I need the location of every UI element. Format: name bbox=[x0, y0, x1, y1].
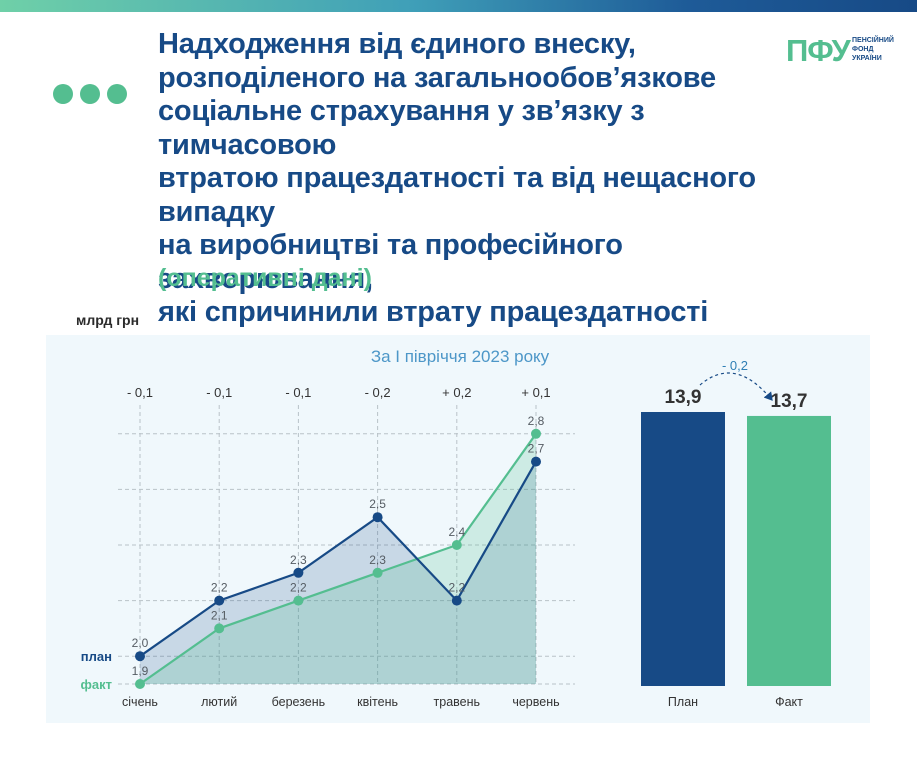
chart-panel bbox=[46, 335, 870, 723]
plan-value-label: 2,0 bbox=[132, 636, 149, 650]
fact-point bbox=[214, 623, 225, 634]
difference-arrow bbox=[699, 372, 773, 401]
plan-line bbox=[139, 461, 537, 658]
bar-category-label: Факт bbox=[775, 695, 803, 709]
bar-fact bbox=[747, 415, 831, 686]
legend-plan: план bbox=[81, 649, 112, 664]
difference-label: - 0,1 bbox=[127, 385, 153, 400]
x-tick-label: квітень bbox=[357, 695, 398, 709]
fact-point bbox=[451, 540, 462, 550]
dot-icon bbox=[80, 84, 100, 104]
fact-value-label: 1,9 bbox=[132, 664, 149, 678]
difference-label: + 0,2 bbox=[442, 385, 471, 400]
difference-label: - 0,2 bbox=[365, 385, 391, 400]
plan-value-label: 2,3 bbox=[290, 553, 307, 567]
bar-value-label: 13,7 bbox=[771, 391, 808, 412]
plan-point bbox=[135, 651, 145, 662]
x-tick-label: березень bbox=[272, 695, 326, 709]
legend-fact: факт bbox=[81, 677, 112, 692]
plan-area bbox=[140, 461, 536, 684]
plan-point bbox=[293, 567, 304, 578]
fact-value-label: 2,2 bbox=[290, 581, 307, 595]
fact-value-label: 2,1 bbox=[211, 608, 228, 622]
bar-plan bbox=[641, 412, 725, 686]
fact-point bbox=[293, 595, 304, 606]
x-tick-label: червень bbox=[512, 695, 559, 709]
x-tick-label: травень bbox=[434, 695, 481, 709]
difference-label: - 0,1 bbox=[285, 385, 311, 400]
pfu-logo: ПФУ ПЕНСІЙНИЙ ФОНД УКРАЇНИ bbox=[786, 33, 896, 73]
plan-value-label: 2,2 bbox=[448, 581, 465, 595]
bar-difference-label: - 0,2 bbox=[722, 358, 748, 373]
plan-point bbox=[372, 512, 383, 523]
line-chart-title: За I півріччя 2023 року bbox=[371, 347, 550, 366]
x-tick-label: лютий bbox=[201, 695, 237, 709]
page-title: Надходження від єдиного внеску, розподіл… bbox=[158, 28, 756, 328]
plan-value-label: 2,7 bbox=[528, 442, 545, 456]
plan-point bbox=[531, 456, 541, 467]
fact-line bbox=[139, 433, 537, 685]
dot-icon bbox=[107, 84, 127, 104]
logo-mark: ПФУ bbox=[786, 33, 851, 68]
fact-value-label: 2,3 bbox=[369, 553, 386, 567]
difference-label: + 0,1 bbox=[521, 385, 550, 400]
x-tick-label: січень bbox=[122, 695, 158, 709]
difference-label: - 0,1 bbox=[206, 385, 232, 400]
plan-value-label: 2,2 bbox=[211, 581, 228, 595]
fact-value-label: 2,4 bbox=[448, 525, 465, 539]
decorative-dots bbox=[53, 84, 127, 104]
fact-point bbox=[135, 679, 145, 689]
bar-value-label: 13,9 bbox=[665, 387, 702, 408]
plan-point bbox=[451, 595, 462, 606]
unit-label: млрд грн bbox=[76, 312, 140, 328]
plan-value-label: 2,5 bbox=[369, 497, 386, 511]
page-subtitle: (оперативні дані) bbox=[158, 264, 372, 292]
fact-point bbox=[531, 428, 541, 439]
dot-icon bbox=[53, 84, 73, 104]
top-gradient-bar bbox=[0, 0, 917, 12]
fact-value-label: 2,8 bbox=[528, 414, 545, 428]
logo-text: ПЕНСІЙНИЙ ФОНД УКРАЇНИ bbox=[852, 37, 894, 62]
fact-point bbox=[372, 567, 383, 578]
bar-category-label: План bbox=[668, 695, 698, 709]
plan-point bbox=[214, 595, 225, 606]
